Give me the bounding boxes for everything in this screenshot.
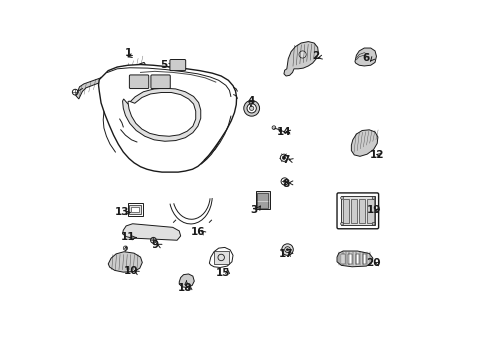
Polygon shape xyxy=(336,251,372,267)
Bar xyxy=(341,254,344,264)
Bar xyxy=(348,254,351,264)
Circle shape xyxy=(282,156,285,159)
Text: 10: 10 xyxy=(124,266,139,276)
Circle shape xyxy=(286,248,288,251)
Circle shape xyxy=(371,197,374,199)
FancyBboxPatch shape xyxy=(129,75,148,89)
Text: 14: 14 xyxy=(276,127,291,136)
Polygon shape xyxy=(209,247,233,267)
Polygon shape xyxy=(354,48,376,66)
Polygon shape xyxy=(108,252,142,272)
Text: 8: 8 xyxy=(282,179,289,189)
Polygon shape xyxy=(179,274,194,288)
Bar xyxy=(358,199,365,223)
Bar xyxy=(257,193,267,208)
Bar xyxy=(355,254,359,264)
Bar xyxy=(213,251,229,264)
Circle shape xyxy=(340,222,343,225)
Text: 9: 9 xyxy=(151,239,158,249)
FancyBboxPatch shape xyxy=(169,59,185,71)
Polygon shape xyxy=(76,62,145,99)
Bar xyxy=(255,192,269,210)
Text: 1: 1 xyxy=(124,48,131,58)
Polygon shape xyxy=(128,93,195,136)
Circle shape xyxy=(246,104,256,113)
Circle shape xyxy=(340,197,343,199)
Text: 11: 11 xyxy=(121,232,135,242)
Circle shape xyxy=(281,244,293,255)
Circle shape xyxy=(283,180,285,183)
Polygon shape xyxy=(351,130,377,156)
Bar xyxy=(362,254,366,264)
Text: 13: 13 xyxy=(114,207,129,217)
Polygon shape xyxy=(122,88,201,141)
FancyBboxPatch shape xyxy=(336,193,378,229)
Text: 19: 19 xyxy=(366,206,380,216)
Text: 2: 2 xyxy=(312,51,319,61)
Bar xyxy=(131,207,139,212)
Text: 7: 7 xyxy=(282,155,289,165)
Polygon shape xyxy=(99,64,236,172)
Circle shape xyxy=(298,51,305,58)
Text: 17: 17 xyxy=(278,248,292,258)
Circle shape xyxy=(244,100,259,116)
Polygon shape xyxy=(284,41,318,76)
Circle shape xyxy=(249,106,253,111)
Circle shape xyxy=(278,129,281,132)
Bar xyxy=(127,203,142,216)
Bar xyxy=(342,199,348,223)
Text: 16: 16 xyxy=(190,227,204,237)
Text: 3: 3 xyxy=(249,206,257,216)
Text: 15: 15 xyxy=(215,268,230,278)
Text: 12: 12 xyxy=(369,150,384,160)
Circle shape xyxy=(371,222,374,225)
Bar xyxy=(350,199,357,223)
Text: 18: 18 xyxy=(178,283,192,293)
Polygon shape xyxy=(122,224,180,240)
Text: 6: 6 xyxy=(362,53,369,63)
Bar xyxy=(340,197,374,225)
Text: 20: 20 xyxy=(366,258,380,268)
Text: 5: 5 xyxy=(160,60,167,70)
Bar xyxy=(129,205,141,214)
Text: 4: 4 xyxy=(247,96,254,106)
FancyBboxPatch shape xyxy=(151,75,170,89)
Bar xyxy=(366,199,373,223)
